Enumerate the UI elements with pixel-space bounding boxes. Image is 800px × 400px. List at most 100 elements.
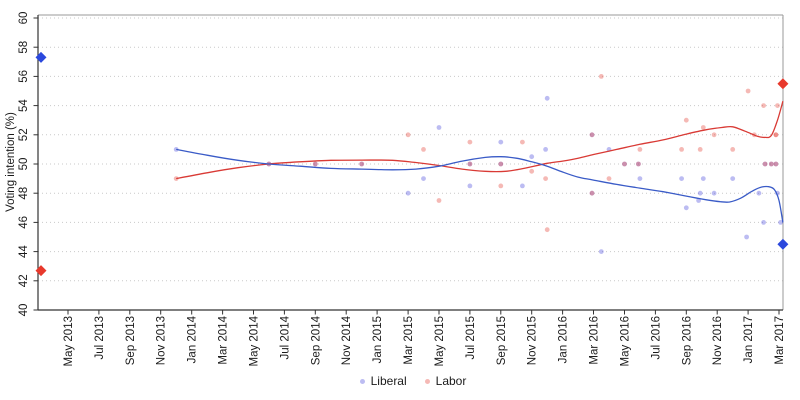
poll-point [520,183,525,189]
liberal-trend-line [176,148,784,223]
poll-point [529,168,535,174]
x-tick-label: Jul 2013 [94,316,106,359]
poll-point [359,161,365,167]
poll-point [544,227,550,233]
poll-point [636,161,641,167]
x-axis-labels: May 2013 Jul 2013 Sep 2013 Nov 2013 Jan 2014… [63,315,786,366]
poll-point [589,132,595,138]
poll-point [700,176,706,182]
x-tick-label: Nov 2015 [527,316,539,365]
y-tick-label: 54 [18,99,30,112]
labor-trend-line [176,101,784,180]
x-tick-label: Mar 2016 [589,316,601,365]
poll-point [312,161,318,167]
poll-point [498,161,504,167]
poll-point [606,176,612,182]
poll-point [773,161,779,167]
x-tick-label: May 2015 [434,316,446,367]
poll-point [589,190,595,196]
x-tick-label: Mar 2017 [774,316,786,365]
poll-point [744,234,749,240]
poll-point [768,161,774,167]
poll-point [589,190,595,196]
election-result-diamond-labor [35,265,47,277]
x-tick-label: Mar 2014 [218,315,230,364]
x-tick-label: Nov 2014 [341,315,353,365]
x-tick-label: May 2013 [63,316,75,367]
y-tick-label: 60 [18,12,30,25]
poll-point [543,147,548,152]
y-axis-title: Voting intention (%) [5,112,17,212]
x-tick-label: Jul 2014 [279,315,291,359]
poll-point [696,198,701,203]
poll-points [173,74,783,255]
y-tick-label: 56 [18,70,30,83]
poll-point [544,95,550,101]
poll-point [421,176,426,182]
y-tick-label: 44 [18,245,30,258]
poll-point [778,220,783,225]
poll-point [498,183,504,189]
poll-point [421,147,426,152]
poll-point [773,161,779,167]
poll-point [768,161,774,167]
poll-point [730,147,736,152]
poll-point [498,161,504,167]
poll-point [436,125,442,130]
poll-point [761,220,766,225]
poll-point [359,161,365,167]
plot-frame [37,14,784,311]
legend: Liberal Labor [0,374,800,388]
poll-point [711,132,717,138]
poll-point [520,139,525,145]
poll-point [467,139,473,145]
x-tick-label: Sep 2014 [310,315,322,365]
poll-point [622,161,627,167]
y-tick-label: 50 [18,158,30,171]
x-tick-label: Jan 2016 [558,316,570,363]
poll-point [467,161,473,167]
poll-point [775,103,780,108]
poll-point [679,147,684,152]
x-tick-label: Jul 2015 [465,316,477,359]
legend-item-labor: Labor [424,374,466,388]
poll-point [773,132,779,138]
x-tick-label: Sep 2013 [125,316,137,365]
y-tick-label: 48 [18,187,30,200]
poll-point [636,161,641,167]
labor-marker-dot [424,378,430,384]
x-tick-label: Jan 2015 [372,316,384,363]
x-tick-label: Jul 2016 [650,316,662,359]
x-tick-label: Sep 2016 [681,316,693,365]
poll-point [436,198,442,203]
poll-point [700,125,706,130]
poll-point [762,161,768,167]
gridlines [38,17,783,282]
poll-point [405,190,411,196]
poll-point [773,132,779,138]
x-tick-label: May 2014 [249,315,261,366]
poll-point [637,176,643,182]
poll-point [679,176,684,182]
y-tick-label: 52 [18,128,30,141]
y-tick-label: 46 [18,216,30,229]
poll-point [730,176,736,182]
x-tick-label: May 2016 [620,316,632,367]
x-tick-label: Jan 2017 [743,316,755,363]
poll-point [761,103,766,108]
y-tick-label: 40 [18,304,30,317]
y-tick-label: 58 [18,41,30,54]
election-result-diamond-liberal [777,238,789,250]
poll-point [467,161,473,167]
poll-point [467,183,473,189]
poll-point [762,161,768,167]
poll-point [683,117,689,123]
poll-point [589,132,595,138]
election-result-diamond-liberal [35,51,47,63]
election-result-diamond-labor [777,78,789,90]
y-axis-labels: 40 42 44 46 48 50 52 54 56 58 60 [18,12,30,317]
poll-point [697,190,703,196]
legend-label-liberal: Liberal [370,374,407,388]
